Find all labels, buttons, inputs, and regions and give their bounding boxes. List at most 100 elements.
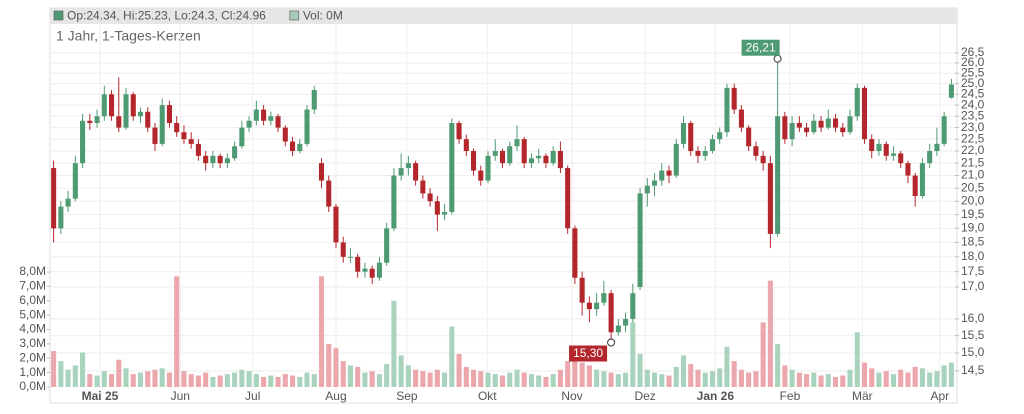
volume-bar: [579, 362, 585, 387]
volume-bar: [116, 359, 122, 387]
legend-swatch: [53, 10, 64, 21]
volume-bar: [268, 375, 274, 387]
candle-body: [326, 180, 332, 207]
y-tick-label: 25,5: [961, 65, 985, 79]
plot-frame: [49, 7, 958, 404]
x-tick-label: Jul: [245, 389, 260, 403]
volume-bar: [659, 374, 665, 387]
extreme-marker: [773, 54, 782, 63]
candle-body: [72, 163, 78, 199]
candle-body: [398, 168, 404, 176]
y2-tick-label: 1,0M: [19, 365, 46, 379]
candle-body: [101, 94, 107, 117]
volume-bar: [347, 365, 353, 387]
volume-bar: [442, 372, 448, 387]
volume-bar: [282, 374, 288, 387]
volume-bar: [934, 371, 940, 387]
volume-bar: [369, 371, 375, 387]
candle-body: [195, 143, 201, 156]
candle-body: [883, 143, 889, 156]
y-tick-label: 17,0: [961, 279, 985, 293]
candle-body: [550, 151, 556, 164]
candle-body: [869, 139, 875, 152]
y-tick-label: 22,5: [961, 131, 985, 145]
volume-bar: [463, 366, 469, 387]
volume-bar: [586, 365, 592, 387]
volume-bar: [333, 348, 339, 387]
volume-bar: [804, 374, 810, 387]
candle-body: [449, 123, 455, 212]
volume-bar: [174, 276, 180, 387]
volume-bar: [536, 375, 542, 387]
y2-tick-label: 8,0M: [19, 264, 46, 278]
candle-body: [760, 155, 766, 164]
candle-body: [130, 94, 136, 117]
candle-body: [854, 87, 860, 117]
y-tick-label: 17,5: [961, 264, 985, 278]
candle-body: [181, 132, 187, 140]
candle-body: [572, 228, 578, 278]
volume-bar: [789, 369, 795, 387]
volume-bar: [449, 326, 455, 387]
x-tick-label: Mär: [852, 389, 873, 403]
volume-bar: [854, 332, 860, 387]
y-tick-label: 18,5: [961, 235, 985, 249]
candle-body: [565, 168, 571, 229]
volume-bar: [550, 374, 556, 387]
candle-body: [738, 109, 744, 128]
y2-tick-label: 7,0M: [19, 279, 46, 293]
candle-body: [659, 170, 665, 181]
candle-body: [80, 120, 86, 164]
candle-body: [919, 163, 925, 197]
volume-bar: [572, 358, 578, 387]
volume-bar: [420, 371, 426, 387]
x-tick-label: Jan 26: [697, 389, 735, 403]
candle-body: [521, 139, 527, 164]
volume-bar: [818, 375, 824, 387]
volume-bar: [145, 371, 151, 387]
y-tick-label: 15,0: [961, 345, 985, 359]
volume-bar: [232, 372, 238, 387]
candle-body: [463, 139, 469, 152]
volume-bar: [311, 374, 317, 387]
volume-bar: [101, 371, 107, 387]
volume-bar: [876, 372, 882, 387]
y-tick-label: 14,5: [961, 363, 985, 377]
candle-body: [767, 163, 773, 234]
volume-bar: [427, 372, 433, 387]
volume-bar: [210, 376, 216, 387]
candle-body: [833, 118, 839, 128]
candle-body: [224, 158, 230, 164]
candle-body: [695, 151, 701, 156]
volume-bar: [87, 374, 93, 387]
x-tick-label: Jun: [171, 389, 190, 403]
candle-body: [753, 146, 759, 156]
candle-body: [427, 193, 433, 202]
candle-body: [413, 163, 419, 181]
volume-bar: [217, 375, 223, 387]
volume-bar: [623, 372, 629, 387]
volume-bar: [695, 369, 701, 387]
candle-body: [941, 116, 947, 144]
candle-body: [948, 84, 954, 98]
candle-body: [927, 151, 933, 164]
x-tick-label: Feb: [780, 389, 801, 403]
volume-bar: [666, 375, 672, 387]
annotation-box: [569, 345, 608, 362]
volume-bar: [543, 376, 549, 387]
y-tick-label: 23,5: [961, 108, 985, 122]
volume-bar: [195, 375, 201, 387]
volume-bar: [188, 374, 194, 387]
volume-bar: [376, 374, 382, 387]
volume-bar: [362, 372, 368, 387]
candle-body: [442, 211, 448, 215]
candle-body: [159, 105, 165, 144]
legend-bar: [50, 8, 957, 24]
volume-bar: [297, 376, 303, 387]
volume-bar: [471, 369, 477, 387]
volume-bar: [753, 371, 759, 387]
candle-body: [789, 123, 795, 140]
volume-bar: [355, 366, 361, 387]
volume-bar: [152, 369, 158, 387]
candle-body: [58, 206, 64, 229]
